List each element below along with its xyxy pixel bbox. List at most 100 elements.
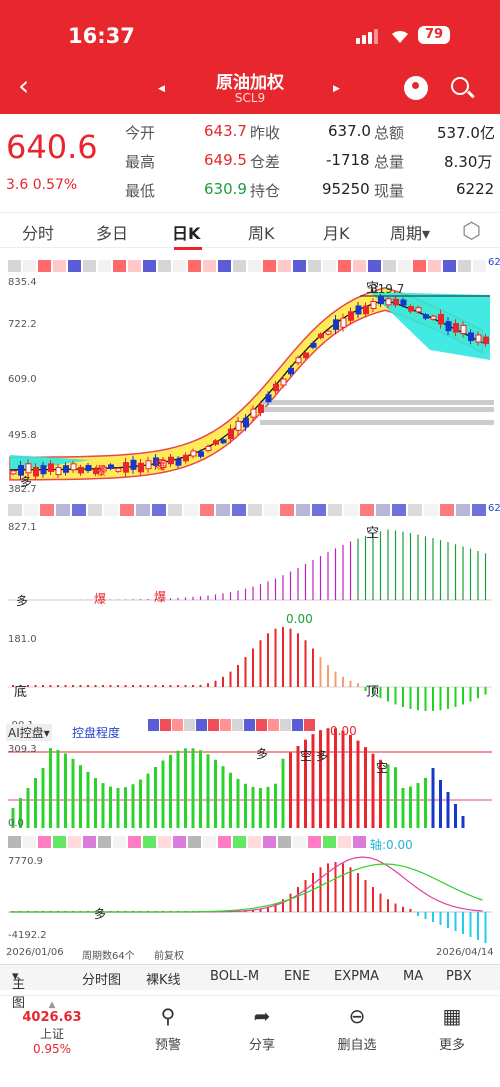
p1-corner-value: 62 (488, 503, 500, 514)
tab-daily-k[interactable]: 日K (172, 224, 201, 243)
p2-value-label: 0.00 (286, 612, 313, 626)
candle-body (33, 467, 39, 477)
y-label-p4-bottom: -4192.2 (8, 930, 47, 941)
signal-strip-cell (218, 260, 231, 272)
active-tab-indicator (174, 247, 202, 250)
candle-body (25, 463, 32, 474)
signal-strip-cell (472, 504, 486, 516)
signal-strip-cell (220, 719, 231, 731)
candle-body (130, 459, 137, 470)
signal-strip-cell (196, 719, 207, 731)
ai-control-selector[interactable]: AI控盘▾ (6, 724, 52, 741)
signal-strip-cell (72, 504, 86, 516)
y-label-p2-top: 181.0 (8, 634, 37, 645)
alarm-clock-icon[interactable] (404, 76, 428, 100)
y-label-main-3: 609.0 (8, 374, 37, 385)
candle-body (70, 463, 77, 471)
signal-strip-cell (264, 504, 278, 516)
signal-strip-cell (128, 260, 141, 272)
candle-body (160, 459, 167, 468)
tab-intraday[interactable]: 分时 (22, 224, 55, 243)
signal-strip-cell (98, 260, 111, 272)
signal-strip-cell (383, 260, 396, 272)
candle-body (145, 460, 152, 470)
indicator-intraday[interactable]: 分时图 (82, 973, 122, 988)
prev-contract-icon[interactable]: ◀ (158, 84, 165, 94)
adjust-mode: 前复权 (154, 951, 184, 962)
candle-body (348, 311, 354, 321)
signal-icon (356, 28, 378, 44)
indicator-pbx[interactable]: PBX (446, 969, 472, 984)
signal-strip-cell (173, 836, 186, 848)
signal-strip-cell (368, 260, 381, 272)
indicator-expma[interactable]: EXPMA (334, 969, 380, 984)
gap-band (260, 420, 494, 425)
indicator-ma[interactable]: MA (403, 969, 424, 984)
candle-body (288, 367, 294, 375)
signal-strip-cell (23, 260, 36, 272)
candle-body (220, 439, 227, 444)
signal-strip-cell (160, 719, 171, 731)
indicator-boll-m[interactable]: BOLL-M (210, 969, 260, 984)
candle-body (408, 306, 414, 312)
minus-circle-icon: ⊖ (348, 1004, 366, 1028)
candle-body (340, 317, 347, 328)
signal-strip-cell (323, 836, 336, 848)
y-label-main-5: 382.7 (8, 484, 37, 495)
signal-strip-cell (158, 260, 171, 272)
signal-strip-cell (184, 504, 198, 516)
nav-more[interactable]: ▦ 更多 (438, 1004, 465, 1053)
candle-body (460, 324, 467, 334)
signal-strip-cell (278, 260, 291, 272)
bell-icon: ⚲ (160, 1004, 176, 1028)
signal-strip-cell (328, 504, 342, 516)
contract-code: SCL9 (234, 91, 266, 105)
signal-strip-cell (173, 260, 186, 272)
tab-multi-day[interactable]: 多日 (96, 224, 129, 243)
signal-strip-cell (143, 260, 156, 272)
indicator-main-chart[interactable]: 主图 ▾ (12, 969, 26, 1011)
candle-body (10, 470, 17, 475)
signal-strip-cell (312, 504, 326, 516)
index-widget[interactable]: ▲ 4026.63 上证 0.95% (22, 1000, 82, 1056)
next-contract-icon[interactable]: ▶ (333, 84, 340, 94)
candle-body (153, 457, 159, 466)
signal-strip-cell (398, 260, 411, 272)
signal-strip-cell (200, 504, 214, 516)
nav-share[interactable]: ➦ 分享 (248, 1004, 275, 1053)
signal-strip-cell (208, 719, 219, 731)
settings-hexagon-icon[interactable]: ⬡ (462, 219, 482, 244)
signal-duo-p4: 多 (94, 907, 107, 921)
candle-body (18, 465, 24, 476)
high-price-annotation: 819.7 (370, 282, 405, 296)
signal-strip-cell (216, 504, 230, 516)
signal-strip-cell (296, 504, 310, 516)
signal-duo-p1: 多 (16, 594, 29, 608)
grid-icon: ▦ (442, 1004, 462, 1028)
nav-alert[interactable]: ⚲ 预警 (154, 1004, 181, 1053)
candle-body (63, 465, 69, 473)
signal-strip-cell (38, 260, 51, 272)
kline-chart-area[interactable] (0, 250, 500, 960)
candle-body (468, 332, 474, 341)
indicator-naked-k[interactable]: 裸K线 (146, 973, 181, 988)
ai-control-degree: 控盘程度 (72, 726, 121, 740)
signal-strip-cell (113, 260, 126, 272)
tab-period[interactable]: 周期▾ (390, 224, 431, 243)
signal-strip-cell (172, 719, 183, 731)
period-count: 周期数64个 (82, 951, 135, 962)
signal-strip-cell (24, 504, 38, 516)
tab-monthly-k[interactable]: 月K (323, 224, 350, 243)
candle-body (123, 462, 129, 473)
signal-strip-cell (424, 504, 438, 516)
signal-strip-cell (323, 260, 336, 272)
candle-body (250, 408, 257, 418)
candle-body (175, 458, 182, 466)
indicator-ene[interactable]: ENE (284, 969, 311, 984)
search-icon[interactable] (451, 77, 469, 95)
tab-weekly-k[interactable]: 周K (248, 224, 275, 243)
nav-remove-watchlist[interactable]: ⊖ 删自选 (337, 1004, 377, 1053)
signal-strip-cell (120, 504, 134, 516)
back-icon[interactable]: ‹ (18, 69, 30, 102)
candle-body (258, 404, 264, 413)
